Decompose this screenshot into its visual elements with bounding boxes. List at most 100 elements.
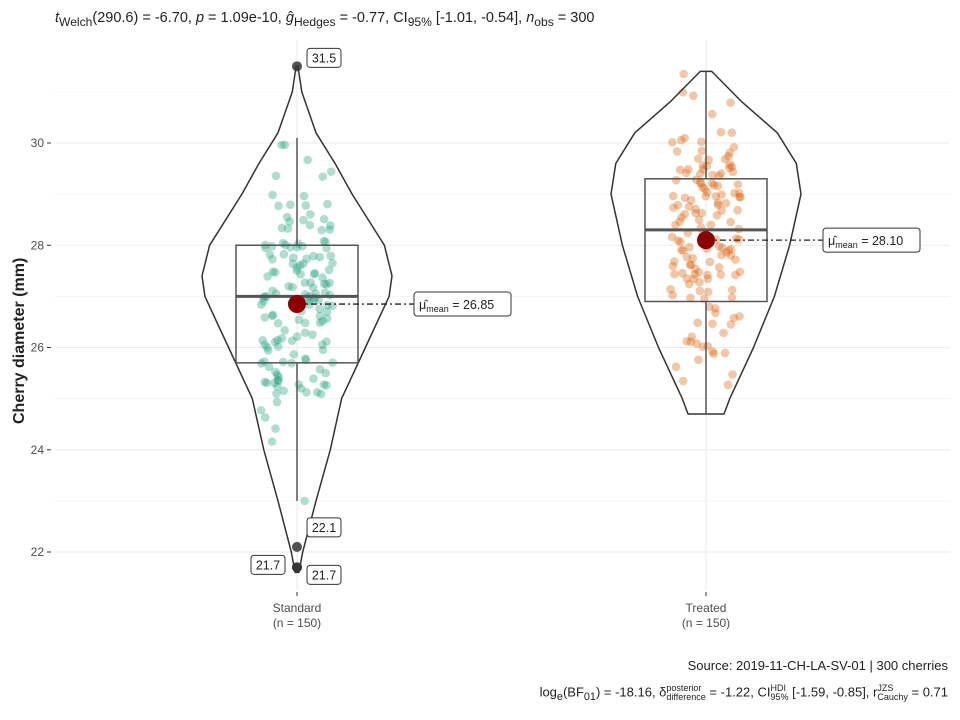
data-point: [288, 259, 298, 269]
data-point: [316, 389, 326, 399]
data-point: [713, 181, 723, 191]
data-point: [686, 293, 695, 303]
data-point: [268, 190, 277, 200]
data-point: [292, 332, 302, 341]
data-point: [696, 178, 706, 188]
data-point: [322, 381, 331, 390]
data-point: [302, 254, 312, 263]
data-point: [668, 261, 678, 271]
mean-label-box: [413, 291, 512, 317]
data-point: [705, 257, 715, 267]
data-point: [714, 242, 724, 251]
data-point: [696, 169, 705, 179]
data-point: [717, 205, 726, 215]
data-point: [678, 268, 687, 278]
data-point: [680, 193, 690, 203]
data-point: [733, 205, 743, 215]
data-point: [263, 346, 273, 355]
data-point: [677, 213, 686, 222]
data-point: [273, 382, 282, 391]
data-point: [678, 376, 688, 386]
data-point: [689, 274, 698, 284]
data-point: [280, 325, 290, 335]
data-point: [686, 260, 696, 269]
data-point: [735, 267, 745, 277]
outlier-label: 22.1: [312, 521, 336, 535]
data-point: [328, 258, 337, 268]
data-point: [322, 280, 331, 289]
data-point: [694, 355, 703, 365]
data-point: [684, 202, 694, 211]
data-point: [673, 200, 683, 210]
data-point: [692, 339, 701, 348]
data-point: [283, 224, 293, 233]
data-point: [301, 201, 311, 210]
data-point: [322, 337, 331, 347]
data-point: [268, 255, 277, 264]
data-point: [321, 368, 330, 378]
y-tick-label: 24: [31, 443, 45, 457]
data-point: [708, 170, 717, 180]
data-point: [270, 337, 280, 347]
data-point: [691, 264, 700, 274]
data-point: [701, 191, 711, 201]
data-point: [273, 342, 283, 351]
data-point: [698, 161, 708, 170]
data-point: [682, 252, 692, 262]
data-point: [280, 140, 290, 150]
data-point: [268, 267, 278, 277]
data-point: [702, 161, 712, 171]
data-point: [735, 192, 744, 202]
data-point: [300, 278, 310, 287]
data-point: [676, 237, 685, 247]
data-point: [272, 389, 281, 399]
data-point: [315, 365, 325, 374]
data-point: [267, 242, 277, 251]
data-point: [305, 220, 315, 230]
data-point: [713, 200, 723, 210]
data-point: [697, 146, 706, 156]
data-point: [326, 251, 336, 261]
data-point: [318, 273, 327, 282]
data-point: [272, 397, 282, 407]
data-point: [727, 285, 737, 295]
data-point: [707, 179, 717, 188]
data-point: [686, 337, 696, 346]
data-point: [672, 147, 682, 156]
outlier-label-box: [306, 517, 342, 538]
data-point: [299, 191, 309, 201]
data-point: [681, 168, 691, 178]
data-point: [682, 274, 692, 283]
data-point: [689, 91, 698, 101]
data-point: [304, 296, 314, 306]
data-point: [693, 318, 703, 327]
data-point: [725, 160, 735, 169]
data-point: [272, 370, 282, 380]
data-point: [302, 388, 311, 397]
data-point: [717, 190, 726, 199]
data-point: [725, 148, 734, 157]
data-point: [726, 251, 736, 260]
data-point: [695, 286, 705, 296]
data-point: [708, 347, 718, 356]
data-point: [267, 311, 277, 321]
data-point: [322, 314, 332, 323]
data-point: [277, 223, 287, 233]
mean-label: μ̂mean = 28.10: [828, 234, 903, 250]
data-point: [321, 237, 330, 247]
y-tick-label: 30: [31, 136, 45, 150]
data-point: [305, 300, 314, 310]
data-point: [296, 261, 305, 270]
outlier-label-box: [306, 564, 342, 585]
data-point: [256, 300, 266, 309]
data-point: [310, 268, 320, 278]
data-point: [274, 201, 283, 211]
data-point: [320, 288, 330, 297]
data-point: [691, 204, 700, 214]
data-point: [268, 310, 278, 320]
data-point: [680, 133, 689, 143]
data-point: [711, 192, 721, 201]
data-point: [713, 198, 723, 208]
data-point: [684, 165, 693, 174]
data-point: [318, 340, 327, 349]
